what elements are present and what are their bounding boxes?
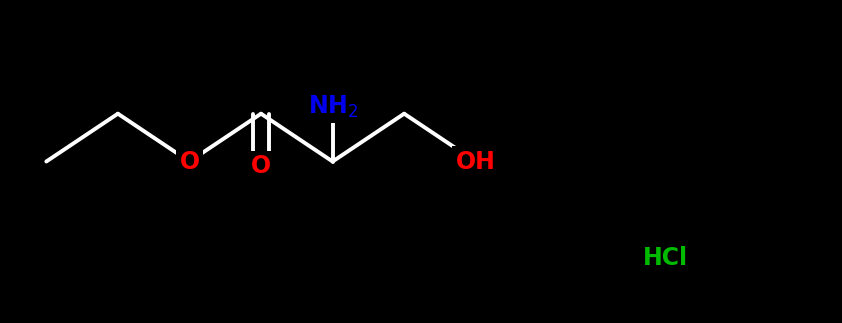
Text: O: O	[179, 150, 200, 173]
Text: HCl: HCl	[642, 246, 688, 270]
Text: OH: OH	[456, 150, 496, 173]
Text: NH$_2$: NH$_2$	[307, 93, 358, 120]
Text: O: O	[251, 154, 271, 178]
